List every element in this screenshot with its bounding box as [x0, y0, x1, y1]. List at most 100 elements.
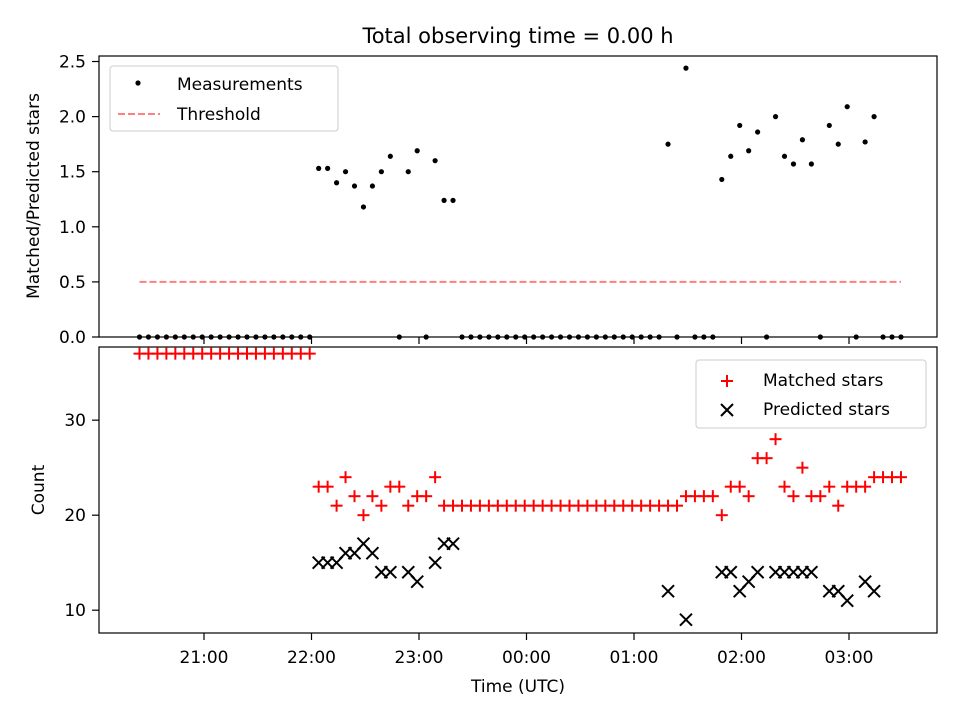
measurement-point: [772, 114, 779, 120]
measurement-point: [316, 165, 322, 171]
legend-predicted-label: Predicted stars: [763, 400, 890, 420]
x-tick-label: 01:00: [610, 648, 659, 668]
legend-threshold-label: Threshold: [176, 105, 261, 125]
measurement-point: [351, 183, 358, 189]
measurement-point: [396, 334, 402, 340]
matched-stars-point: [357, 509, 370, 522]
measurement-point: [808, 161, 814, 167]
measurement-point: [826, 122, 832, 129]
measurement-point: [360, 204, 367, 210]
measurement-point: [862, 139, 868, 145]
measurement-point: [790, 161, 797, 167]
matched-stars-point: [303, 347, 316, 360]
measurement-point: [271, 334, 277, 340]
top-y-tick-label: 2.0: [59, 108, 86, 128]
predicted-stars-point: [410, 574, 424, 589]
bottom-legend-box: [695, 359, 927, 429]
measurement-point: [468, 334, 474, 340]
measurement-point: [728, 153, 734, 159]
top-y-axis-label: Matched/Predicted stars: [24, 93, 44, 299]
bottom-y-tick-label: 10: [64, 601, 86, 621]
measurement-point: [575, 334, 582, 340]
measurement-point: [647, 334, 653, 340]
measurement-point: [746, 148, 752, 154]
measurement-point: [432, 158, 438, 164]
measurement-point: [638, 334, 644, 340]
matched-stars-point: [330, 499, 343, 512]
matched-stars-point: [671, 499, 683, 512]
matched-stars-point: [393, 480, 406, 493]
measurement-point: [763, 334, 770, 340]
measurement-point: [620, 334, 626, 340]
matched-stars-point: [823, 480, 836, 493]
measurement-point: [477, 334, 483, 340]
measurement-point: [450, 197, 456, 203]
matched-stars-point: [742, 490, 755, 503]
matched-stars-point: [859, 480, 872, 493]
measurement-point: [602, 334, 608, 340]
measurement-point: [710, 334, 716, 340]
x-tick-label: 22:00: [287, 648, 336, 668]
top-y-tick-label: 1.0: [59, 218, 86, 238]
measurement-point: [889, 334, 895, 340]
top-panel: 0.0 0.5 1.0 1.5 2.0 2.5 Matched/Predicted sta…: [24, 53, 938, 348]
figure-title: Total observing time = 0.00 h: [361, 24, 673, 48]
matched-stars-point: [706, 490, 719, 503]
matched-stars-point: [733, 480, 746, 493]
matched-stars-point: [429, 471, 442, 484]
top-y-tick-label: 1.5: [59, 163, 86, 183]
measurement-point: [593, 334, 599, 340]
measurement-point: [154, 334, 161, 340]
bottom-y-tick-label: 20: [64, 506, 86, 526]
top-y-tick-label: 0.5: [59, 273, 86, 293]
matched-stars-point: [832, 499, 845, 512]
predicted-stars-point: [840, 593, 854, 608]
matched-stars-point: [375, 499, 388, 512]
measurement-point: [208, 334, 214, 340]
top-legend-box: [109, 65, 339, 132]
legend-matched-marker: [721, 375, 733, 387]
measurement-point: [244, 334, 250, 340]
measurement-point: [441, 197, 447, 203]
predicted-stars-point: [750, 565, 765, 579]
bottom-x-axis: 21:00 22:00 23:00 00:00 01:00 02:00 03:00: [180, 633, 874, 668]
measurement-point: [486, 334, 492, 340]
measurement-point: [513, 334, 519, 340]
measurement-point: [540, 334, 546, 340]
x-tick-label: 21:00: [180, 648, 229, 668]
top-y-tick-label: 2.5: [59, 53, 86, 73]
predicted-stars-point: [867, 584, 881, 598]
predicted-stars-point: [383, 565, 398, 579]
matched-stars-point: [796, 461, 809, 474]
legend-predicted-marker: [720, 403, 734, 417]
measurement-point: [423, 334, 429, 340]
measurement-point: [387, 153, 393, 159]
measurement-point: [262, 334, 268, 340]
measurement-point: [181, 334, 187, 340]
legend-matched-label: Matched stars: [763, 371, 883, 391]
bottom-plot-marks: [133, 347, 907, 627]
measurement-point: [566, 334, 573, 340]
measurement-point: [136, 334, 143, 340]
measurement-point: [307, 334, 313, 340]
measurement-point: [325, 165, 331, 171]
measurement-point: [719, 176, 725, 183]
measurement-point: [584, 334, 591, 340]
measurement-point: [880, 334, 886, 340]
measurement-point: [199, 334, 205, 340]
x-tick-label: 00:00: [502, 648, 551, 668]
measurement-point: [871, 114, 877, 120]
predicted-stars-point: [804, 565, 819, 579]
measurement-point: [737, 122, 743, 129]
matched-stars-point: [348, 490, 361, 503]
measurement-point: [172, 334, 178, 340]
measurement-point: [799, 137, 806, 143]
measurement-point: [656, 334, 662, 340]
bottom-axes-frame: [98, 346, 938, 634]
top-legend: Measurements Threshold: [109, 65, 339, 132]
matched-stars-point: [420, 490, 433, 503]
measurement-point: [629, 334, 635, 340]
measurement-point: [190, 334, 196, 340]
measurement-point: [495, 334, 501, 340]
measurement-point: [405, 169, 411, 175]
